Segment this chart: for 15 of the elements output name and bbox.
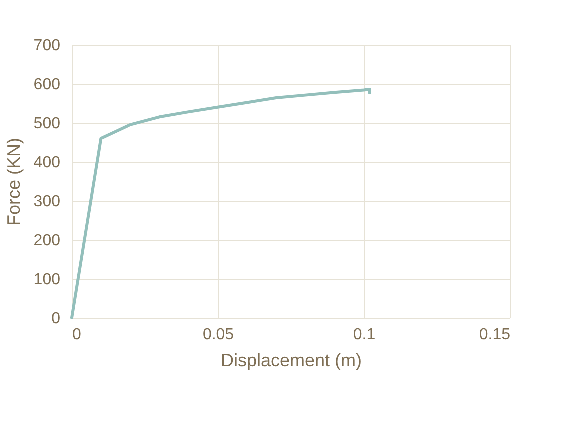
x-axis-title: Displacement (m) [220, 350, 362, 370]
x-tick-label: 0.1 [353, 326, 376, 344]
y-tick-label: 100 [34, 272, 61, 288]
y-tick-label: 0 [52, 310, 61, 328]
y-tick-label: 500 [34, 116, 61, 132]
y-axis-title: Force (KN) [4, 138, 24, 226]
x-tick-label: 0.15 [479, 326, 511, 344]
x-tick-label: 0 [72, 326, 82, 344]
y-tick-label: 600 [34, 76, 61, 94]
y-tick-label: 400 [34, 154, 61, 172]
line-series [70, 88, 372, 320]
y-tick-label: 700 [34, 38, 61, 54]
x-tick-label: 0.05 [202, 326, 234, 344]
y-tick-label: 300 [34, 194, 61, 210]
y-tick-label: 200 [34, 232, 61, 250]
